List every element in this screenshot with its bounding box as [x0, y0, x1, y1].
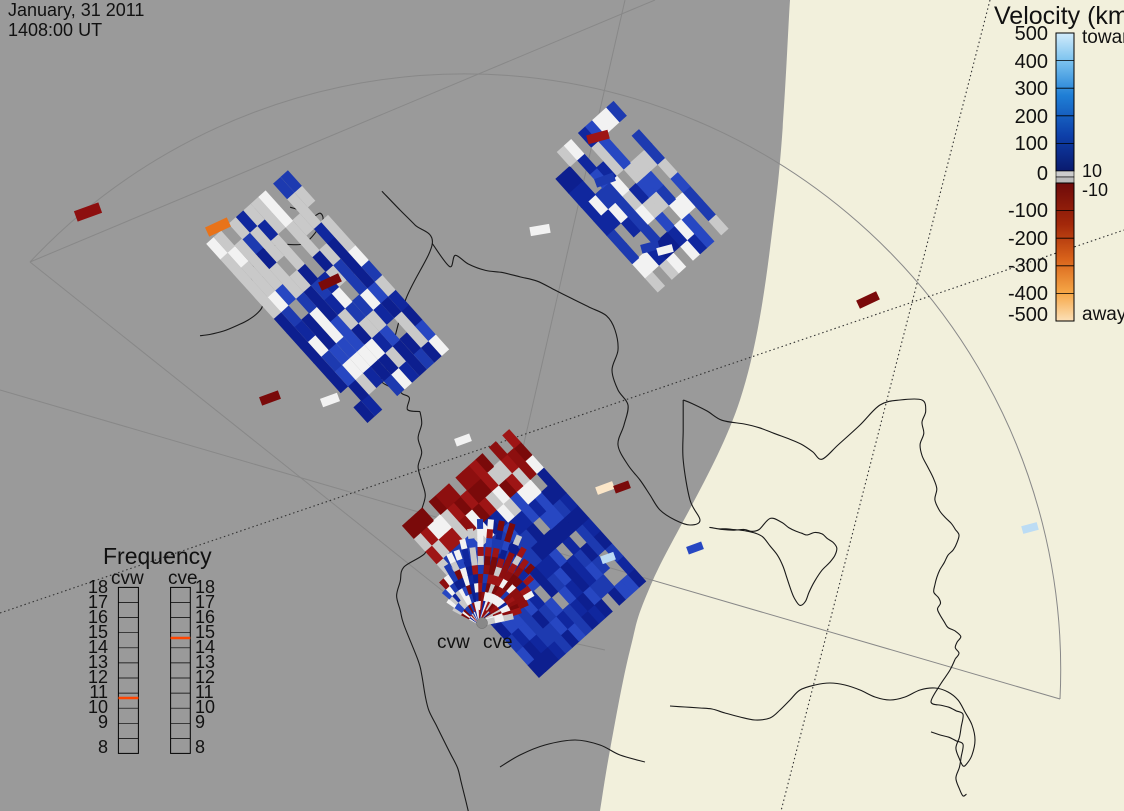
svg-text:-400: -400 [1008, 283, 1048, 305]
svg-text:10: 10 [1082, 161, 1102, 181]
svg-text:cve: cve [168, 568, 198, 589]
svg-text:Velocity (km/s): Velocity (km/s) [994, 2, 1124, 30]
svg-text:Frequency: Frequency [103, 543, 212, 569]
svg-text:cve: cve [483, 632, 513, 653]
svg-text:500: 500 [1015, 23, 1048, 45]
svg-text:cvw: cvw [111, 568, 144, 589]
svg-text:9: 9 [195, 712, 205, 732]
svg-text:-100: -100 [1008, 200, 1048, 222]
svg-text:toward: toward [1082, 27, 1124, 48]
svg-text:-300: -300 [1008, 255, 1048, 277]
svg-text:9: 9 [98, 712, 108, 732]
svg-text:January, 31 2011: January, 31 2011 [8, 0, 144, 20]
svg-text:400: 400 [1015, 51, 1048, 73]
svg-text:100: 100 [1015, 133, 1048, 155]
svg-text:300: 300 [1015, 78, 1048, 100]
svg-text:0: 0 [1037, 163, 1048, 185]
svg-text:cvw: cvw [437, 632, 470, 653]
svg-text:8: 8 [195, 737, 205, 757]
svg-text:-200: -200 [1008, 228, 1048, 250]
svg-text:1408:00 UT: 1408:00 UT [8, 20, 102, 40]
svg-text:-500: -500 [1008, 304, 1048, 326]
svg-text:away: away [1082, 304, 1124, 325]
svg-text:-10: -10 [1082, 180, 1108, 200]
svg-text:200: 200 [1015, 106, 1048, 128]
svg-text:8: 8 [98, 737, 108, 757]
